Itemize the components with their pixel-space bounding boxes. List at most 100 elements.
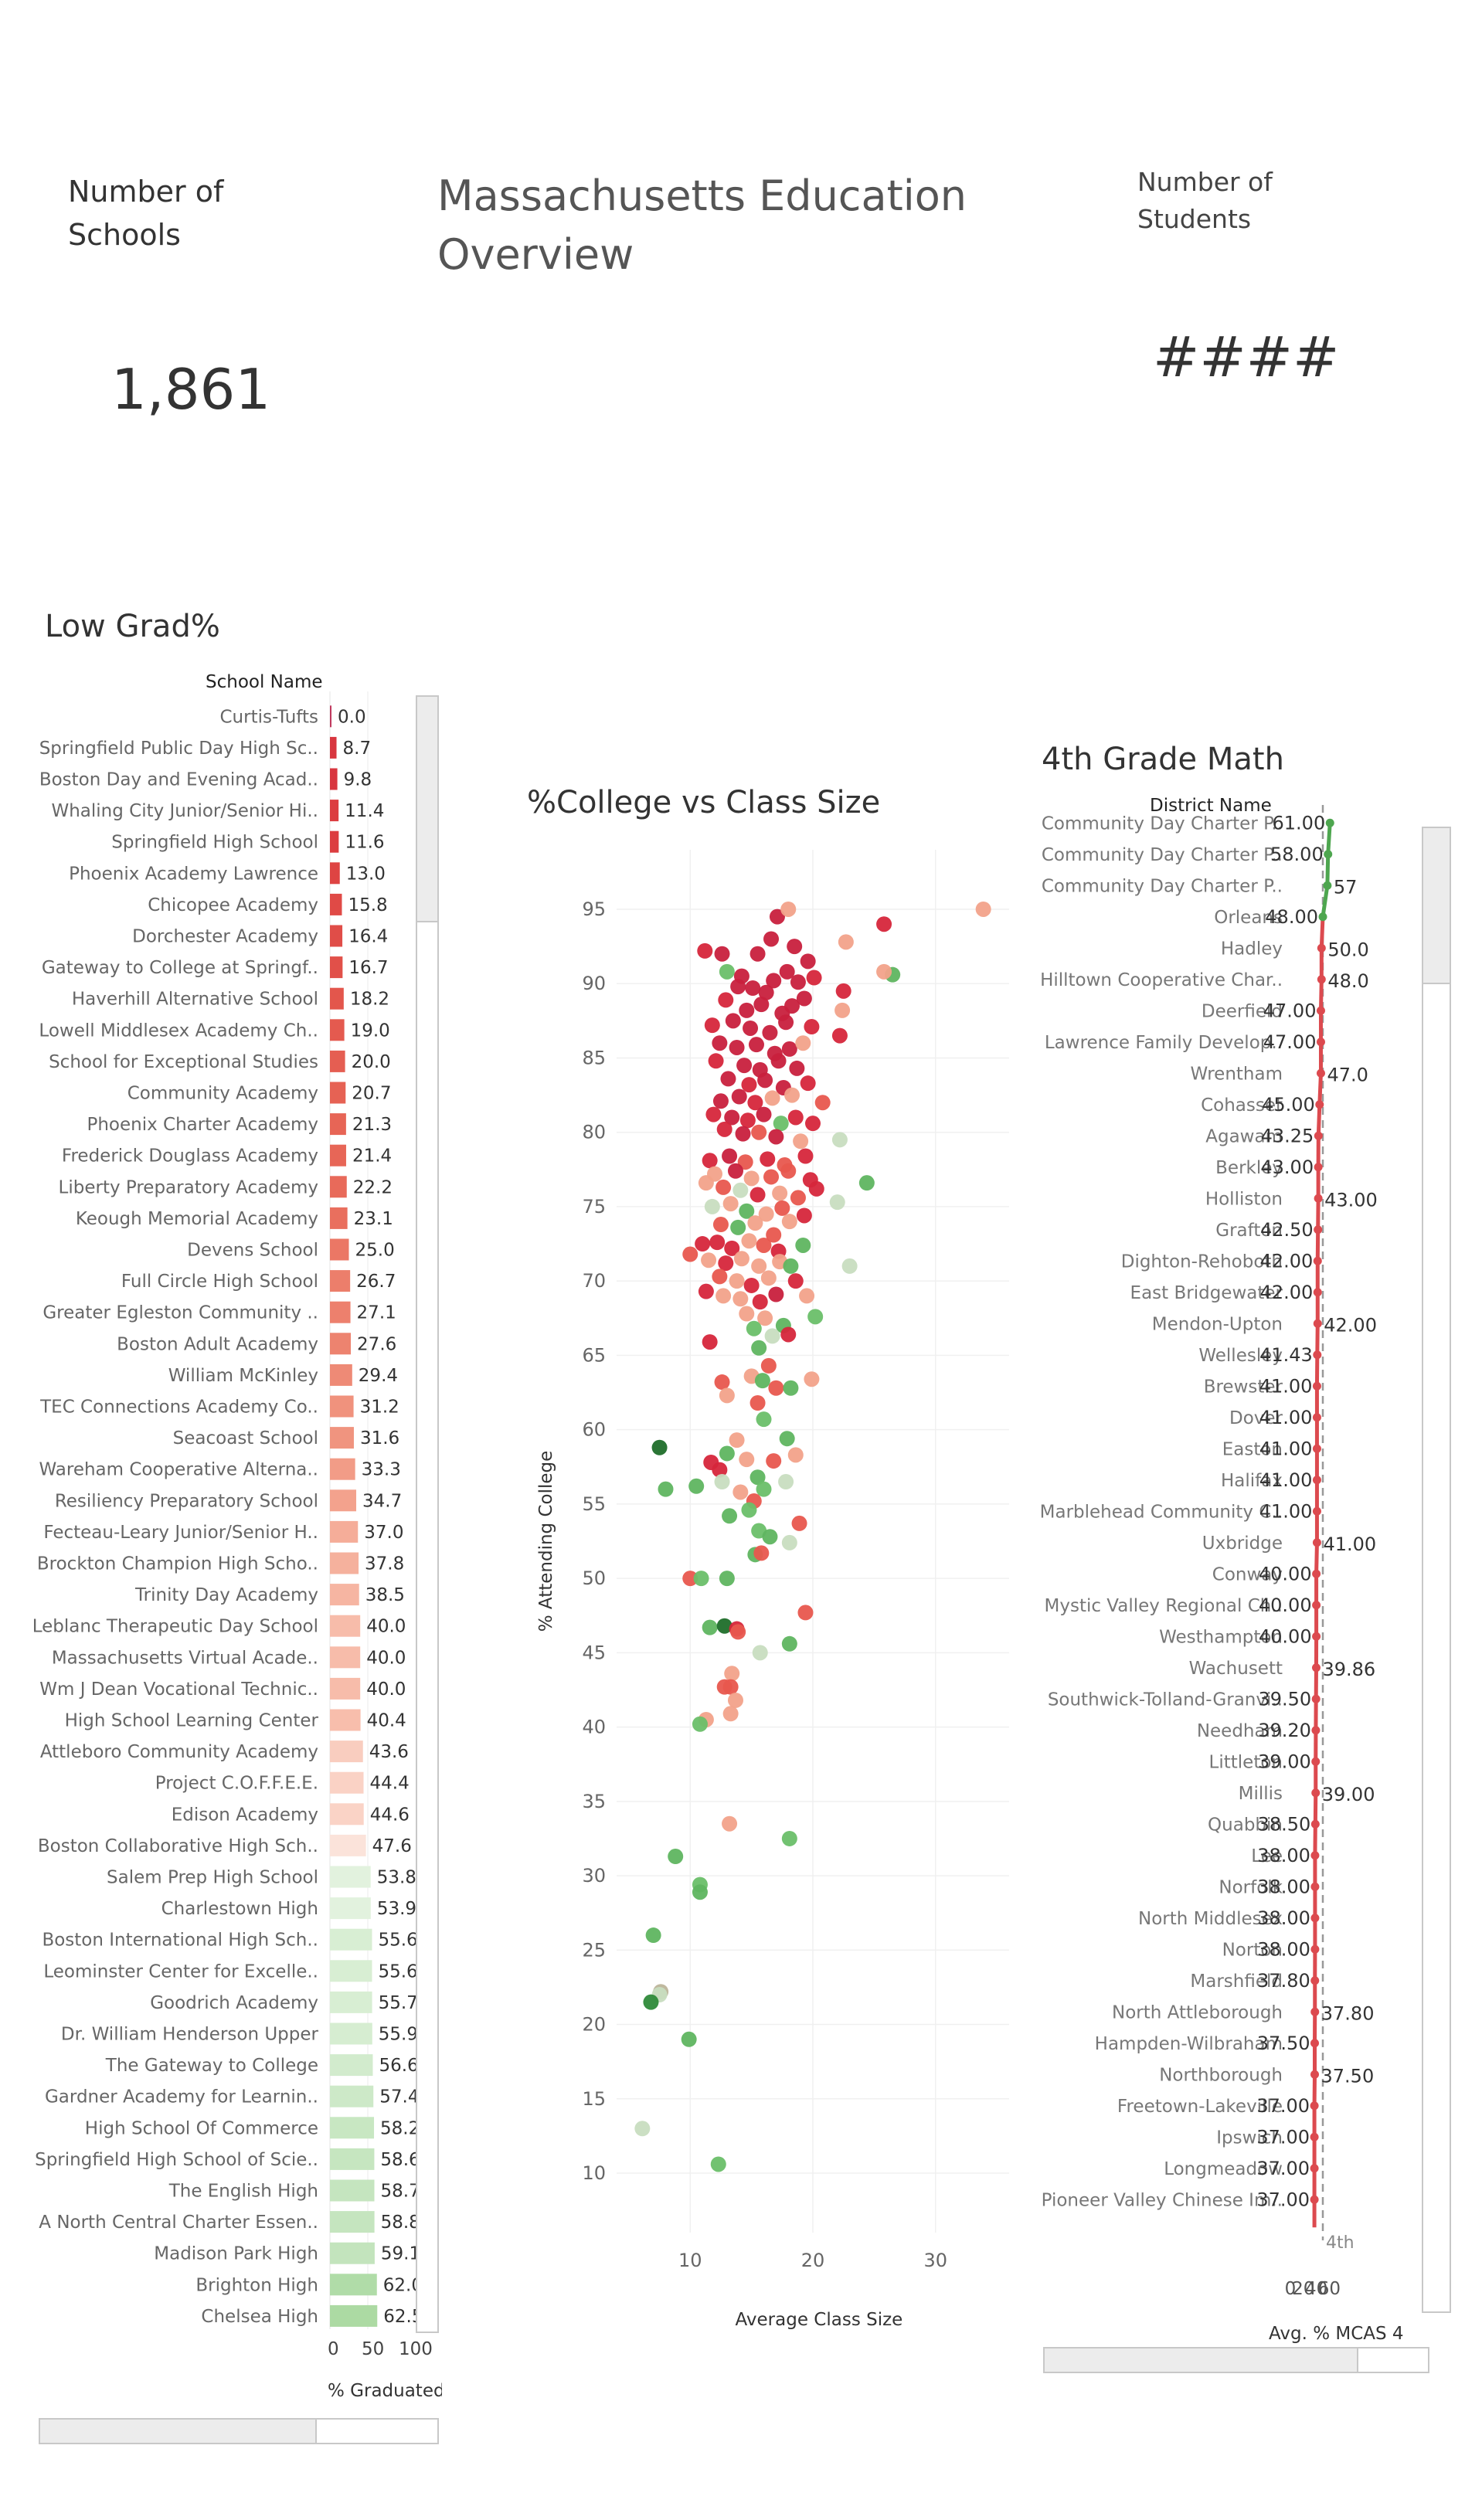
scatter-point [719,1445,735,1462]
low-grad-bar [330,2179,375,2202]
math-value-label: 48.00 [1265,906,1318,928]
scatter-point [722,1706,739,1722]
low-grad-value-label: 0.0 [338,707,366,727]
scatter-point [714,1474,730,1490]
low-grad-horizontal-scrollbar[interactable] [39,2418,439,2444]
math-district-label: Easton [1222,1439,1283,1459]
scatter-y-tick: 50 [582,1567,606,1589]
math-point [1310,2195,1319,2204]
scatter-point [787,1273,804,1289]
low-grad-school-label: Attleboro Community Academy [40,1742,318,1762]
math-value-label: 39.00 [1322,1784,1375,1805]
scatter-point [780,901,797,917]
math-point [1313,1350,1322,1360]
math-district-label: Community Day Charter P.. [1042,813,1283,834]
math-district-label: Pioneer Valley Chinese Im.. [1042,2190,1283,2210]
low-grad-school-label: Salem Prep High School [107,1868,318,1888]
math-value-label: 38.00 [1257,1938,1310,1960]
math-point [1313,1288,1322,1297]
low-grad-school-label: Gateway to College at Springf.. [42,958,318,978]
scatter-point [789,1060,805,1076]
math-horizontal-scrollbar[interactable] [1043,2347,1429,2373]
scatter-point [735,1126,751,1142]
math-point [1311,1694,1321,1703]
scatter-point [834,1002,851,1018]
scatter-point [808,1180,824,1197]
low-grad-value-label: 38.5 [365,1585,405,1605]
low-grad-value-label: 21.4 [352,1146,392,1167]
math-x-axis-title: Avg. % MCAS 4 [1269,2324,1404,2344]
math-vertical-scrollbar[interactable] [1422,827,1451,2313]
math-district-label: Brewster [1204,1377,1283,1397]
math-point [1310,1851,1320,1860]
scatter-point [841,1258,858,1274]
math-district-label: Northborough [1159,2065,1283,2085]
math-district-label: Westhampton [1159,1627,1283,1647]
math-point [1323,881,1332,890]
math-scroll-thumb[interactable] [1423,828,1450,984]
low-grad-school-label: Leominster Center for Excelle.. [43,1961,318,1982]
math-value-label: 43.00 [1324,1189,1378,1211]
low-grad-school-label: Boston Day and Evening Acad.. [39,770,318,790]
math-point [1310,2070,1319,2079]
scatter-point [733,1484,749,1500]
scatter-point [729,1432,745,1448]
scatter-point [712,1462,728,1478]
scatter-y-tick: 45 [582,1642,606,1663]
low-grad-vertical-scrollbar[interactable] [416,695,439,2333]
scatter-point [729,1039,745,1055]
scatter-point [718,992,734,1008]
math-district-label: Lee [1251,1846,1283,1866]
scatter-point [829,1194,845,1211]
scatter-point [731,1088,747,1105]
scatter-point [804,1019,820,1035]
low-grad-value-label: 13.0 [346,864,386,884]
scatter-point [741,1502,757,1518]
math-line-segment [1321,885,1330,918]
low-grad-school-label: Leblanc Therapeutic Day School [32,1617,318,1637]
math-district-label: Needham [1197,1721,1283,1741]
low-grad-bar [330,1019,345,1041]
low-grad-value-label: 53.9 [377,1899,416,1919]
low-grad-school-label: Chelsea High [201,2307,318,2327]
math-value-label: 37.80 [1321,2002,1375,2024]
low-grad-school-label: Phoenix Academy Lawrence [69,864,318,884]
scatter-point [790,974,806,990]
low-grad-bar [330,2242,375,2264]
math-point [1310,2132,1319,2141]
math-line-segment [1319,916,1325,949]
scatter-point [768,1129,784,1145]
low-grad-axis-title: % Graduated [328,2381,442,2401]
scatter-point [705,1106,722,1122]
scatter-point [778,1474,794,1490]
low-grad-bar [330,768,338,790]
scatter-y-tick: 40 [582,1717,606,1738]
low-grad-scroll-thumb[interactable] [417,697,437,922]
low-grad-school-label: Springfield High School [111,833,318,853]
low-grad-bar [330,2022,372,2045]
math-district-label: Millis [1239,1784,1283,1804]
math-district-label: Cohasset [1201,1095,1283,1116]
low-grad-bar [330,736,337,759]
college-vs-class-size-scatter: %College vs Class Size 10 15 20 25 30 35 40 45 50… [527,785,1009,2330]
math-district-label: Ipswich [1216,2128,1283,2148]
math-hscroll-thumb[interactable] [1045,2348,1358,2372]
scatter-x-tick: 10 [678,2250,702,2271]
low-grad-bar [330,2085,374,2107]
scatter-point [797,1605,814,1621]
scatter-point [702,1619,718,1635]
scatter-point [720,1071,736,1087]
scatter-point [739,1306,755,1322]
scatter-point [739,1112,756,1129]
scatter-point [681,2031,697,2047]
low-grad-school-label: Frederick Douglass Academy [62,1146,318,1167]
scatter-point [709,1235,726,1251]
math-point [1318,912,1327,922]
scatter-point [682,1246,699,1262]
math-value-label: 41.00 [1259,1438,1313,1459]
scatter-point [760,1270,777,1286]
scatter-y-tick: 80 [582,1122,606,1143]
math-district-label: Community Day Charter P.. [1042,876,1283,896]
math-point [1314,1225,1323,1235]
low-grad-hscroll-thumb[interactable] [40,2420,317,2443]
